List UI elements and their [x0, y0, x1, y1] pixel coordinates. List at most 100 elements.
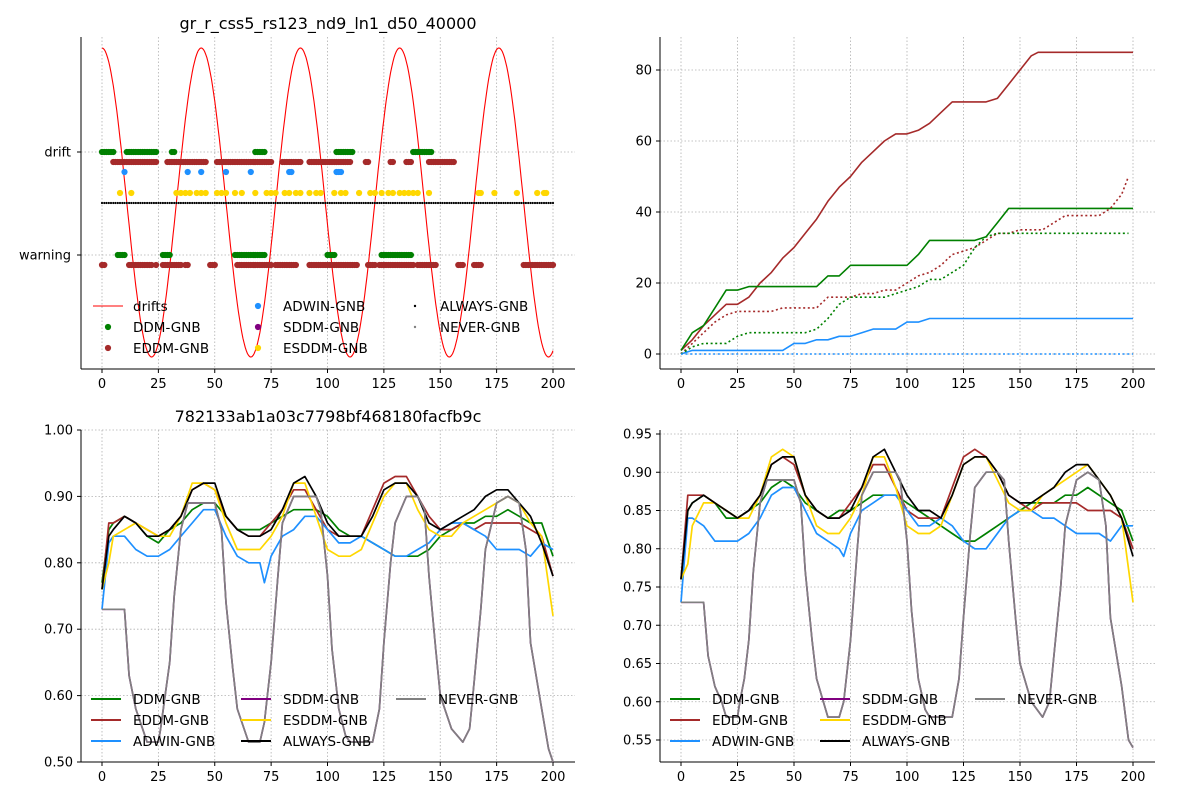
drift-point [116, 189, 124, 197]
always-gnb-point [529, 201, 532, 205]
y-tick-label: warning [19, 249, 71, 264]
drift-point [347, 158, 354, 166]
drift-point [198, 189, 205, 197]
y-tick-label: 0.80 [623, 542, 652, 557]
always-gnb-point [371, 201, 374, 205]
x-tick-label: 175 [1064, 770, 1089, 785]
drift-point [198, 168, 205, 176]
legend-entry-label: DDM-GNB [133, 692, 201, 708]
always-gnb-point [193, 201, 196, 205]
always-gnb-point [105, 201, 108, 205]
always-gnb-point [500, 201, 503, 205]
always-gnb-point [457, 201, 460, 205]
x-tick-label: 125 [951, 377, 976, 392]
always-gnb-point [173, 201, 176, 205]
always-gnb-point [303, 201, 306, 205]
always-gnb-point [547, 201, 550, 205]
series-line-esddm-gnb [101, 482, 554, 617]
drift-point [317, 189, 324, 197]
x-tick-label: 75 [842, 770, 859, 785]
always-gnb-point [432, 201, 435, 205]
always-gnb-point [107, 201, 110, 205]
always-gnb-point [360, 201, 363, 205]
always-gnb-point [274, 201, 277, 205]
always-gnb-point [477, 201, 480, 205]
drift-point [389, 158, 396, 166]
drift-point [356, 189, 363, 197]
x-tick-label: 75 [263, 377, 280, 392]
drift-point [425, 189, 433, 197]
drift-point [153, 158, 160, 166]
always-gnb-point [511, 201, 514, 205]
drift-point [342, 189, 349, 197]
always-gnb-point [157, 201, 160, 205]
always-gnb-point [425, 201, 428, 205]
drift-point [543, 189, 550, 197]
always-gnb-point [427, 201, 431, 205]
always-gnb-point [231, 201, 234, 205]
drift-point [281, 189, 288, 197]
always-gnb-point [430, 201, 433, 205]
x-tick-label: 125 [371, 377, 396, 392]
always-gnb-point [475, 201, 478, 205]
x-tick-label: 150 [1008, 770, 1033, 785]
drift-point [513, 189, 521, 197]
drift-point [213, 189, 221, 197]
drift-point [110, 148, 117, 156]
drift-point [202, 189, 209, 197]
always-gnb-point [509, 201, 512, 205]
drift-point [385, 189, 392, 197]
warning-point [459, 261, 466, 269]
chart-panel-top-right: 0 25 50 75 100 125 150 175 200 0 20 40 60 80 [635, 37, 1155, 392]
drift-point [252, 189, 259, 197]
always-gnb-point [177, 201, 180, 205]
always-gnb-point [164, 201, 167, 205]
always-gnb-point [403, 201, 406, 205]
always-gnb-point [236, 201, 239, 205]
always-gnb-point [213, 201, 216, 205]
drift-point [202, 158, 209, 166]
x-tick-label: 25 [729, 377, 746, 392]
y-tick-label: 0.60 [44, 689, 73, 704]
drift-point [222, 168, 230, 176]
always-gnb-point [452, 201, 455, 205]
always-gnb-point [265, 201, 268, 205]
warning-point [371, 261, 378, 269]
always-gnb-point [513, 201, 516, 205]
warning-point [407, 251, 414, 259]
always-gnb-point [484, 201, 487, 205]
always-gnb-point [114, 201, 117, 205]
always-gnb-point [551, 201, 555, 205]
always-gnb-point [459, 201, 462, 205]
always-gnb-point [482, 201, 485, 205]
warning-point [261, 251, 268, 259]
always-gnb-point [150, 201, 153, 205]
always-gnb-point [518, 201, 521, 205]
always-gnb-point [464, 201, 467, 205]
warning-point [148, 261, 155, 269]
always-gnb-point [448, 201, 451, 205]
always-gnb-point [103, 201, 106, 205]
always-gnb-point [182, 201, 185, 205]
x-tick-label: 150 [428, 377, 453, 392]
warning-point [101, 261, 108, 269]
always-gnb-point [385, 201, 388, 205]
drift-point [365, 158, 372, 166]
always-gnb-point [272, 201, 275, 205]
always-gnb-point [335, 201, 338, 205]
drift-point [286, 189, 293, 197]
drift-point [371, 189, 378, 197]
always-gnb-point [389, 201, 392, 205]
always-gnb-point [450, 201, 453, 205]
always-gnb-point [373, 201, 376, 205]
drift-point [173, 189, 180, 197]
always-gnb-point [186, 201, 189, 205]
x-tick-label: 100 [315, 770, 340, 785]
x-tick-label: 200 [1121, 377, 1146, 392]
always-gnb-point [396, 201, 399, 205]
legend-entry-label: NEVER-GNB [440, 320, 520, 336]
drift-point [128, 189, 135, 197]
y-tick-label: 20 [635, 277, 652, 292]
always-gnb-point [495, 201, 498, 205]
drift-point [186, 189, 193, 197]
